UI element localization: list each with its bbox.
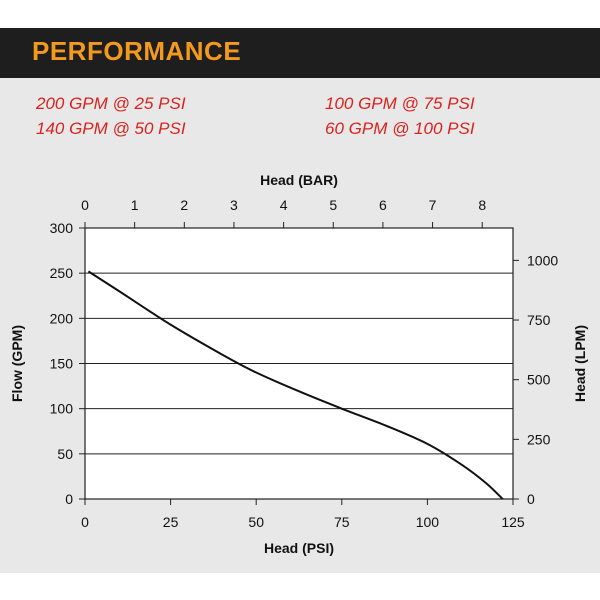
y-tick-label: 150: [50, 356, 74, 372]
header-bar: PERFORMANCE: [0, 28, 600, 78]
series-line: [87, 270, 504, 500]
x2-tick-label: 7: [429, 197, 437, 213]
y2-tick-label: 250: [527, 431, 551, 447]
x-tick-label: 50: [248, 514, 264, 530]
x-tick-label: 0: [81, 514, 89, 530]
x-axis-label: Head (PSI): [264, 540, 334, 556]
y-tick-label: 0: [65, 491, 73, 507]
x-tick-label: 75: [334, 514, 350, 530]
y2-tick-label: 1000: [527, 252, 558, 268]
x2-tick-label: 6: [379, 197, 387, 213]
x2-tick-label: 5: [329, 197, 337, 213]
y2-tick-label: 500: [527, 372, 551, 388]
x2-tick-label: 1: [131, 197, 139, 213]
x2-tick-label: 2: [180, 197, 188, 213]
x-tick-label: 25: [163, 514, 179, 530]
y2-axis-label: Head (LPM): [572, 325, 588, 402]
y2-tick-label: 750: [527, 312, 551, 328]
y-axis-label: Flow (GPM): [9, 325, 25, 402]
spec-line-1: 200 GPM @ 25 PSI: [36, 94, 186, 113]
spec-line-2: 140 GPM @ 50 PSI: [36, 119, 186, 138]
y-tick-label: 300: [50, 220, 74, 236]
x-tick-label: 100: [416, 514, 440, 530]
x2-tick-label: 0: [81, 197, 89, 213]
y-tick-label: 100: [50, 401, 74, 417]
y-tick-label: 50: [57, 446, 73, 462]
y-tick-label: 200: [50, 310, 74, 326]
spec-line-3: 100 GPM @ 75 PSI: [325, 94, 475, 113]
x2-tick-label: 4: [280, 197, 288, 213]
spec-line-4: 60 GPM @ 100 PSI: [325, 119, 475, 138]
page-title: PERFORMANCE: [32, 36, 242, 66]
y-tick-label: 250: [50, 265, 74, 281]
x-tick-label: 125: [501, 514, 525, 530]
y2-tick-label: 0: [527, 491, 535, 507]
x2-tick-label: 8: [478, 197, 486, 213]
x2-axis-label: Head (BAR): [260, 172, 338, 188]
x2-tick-label: 3: [230, 197, 238, 213]
